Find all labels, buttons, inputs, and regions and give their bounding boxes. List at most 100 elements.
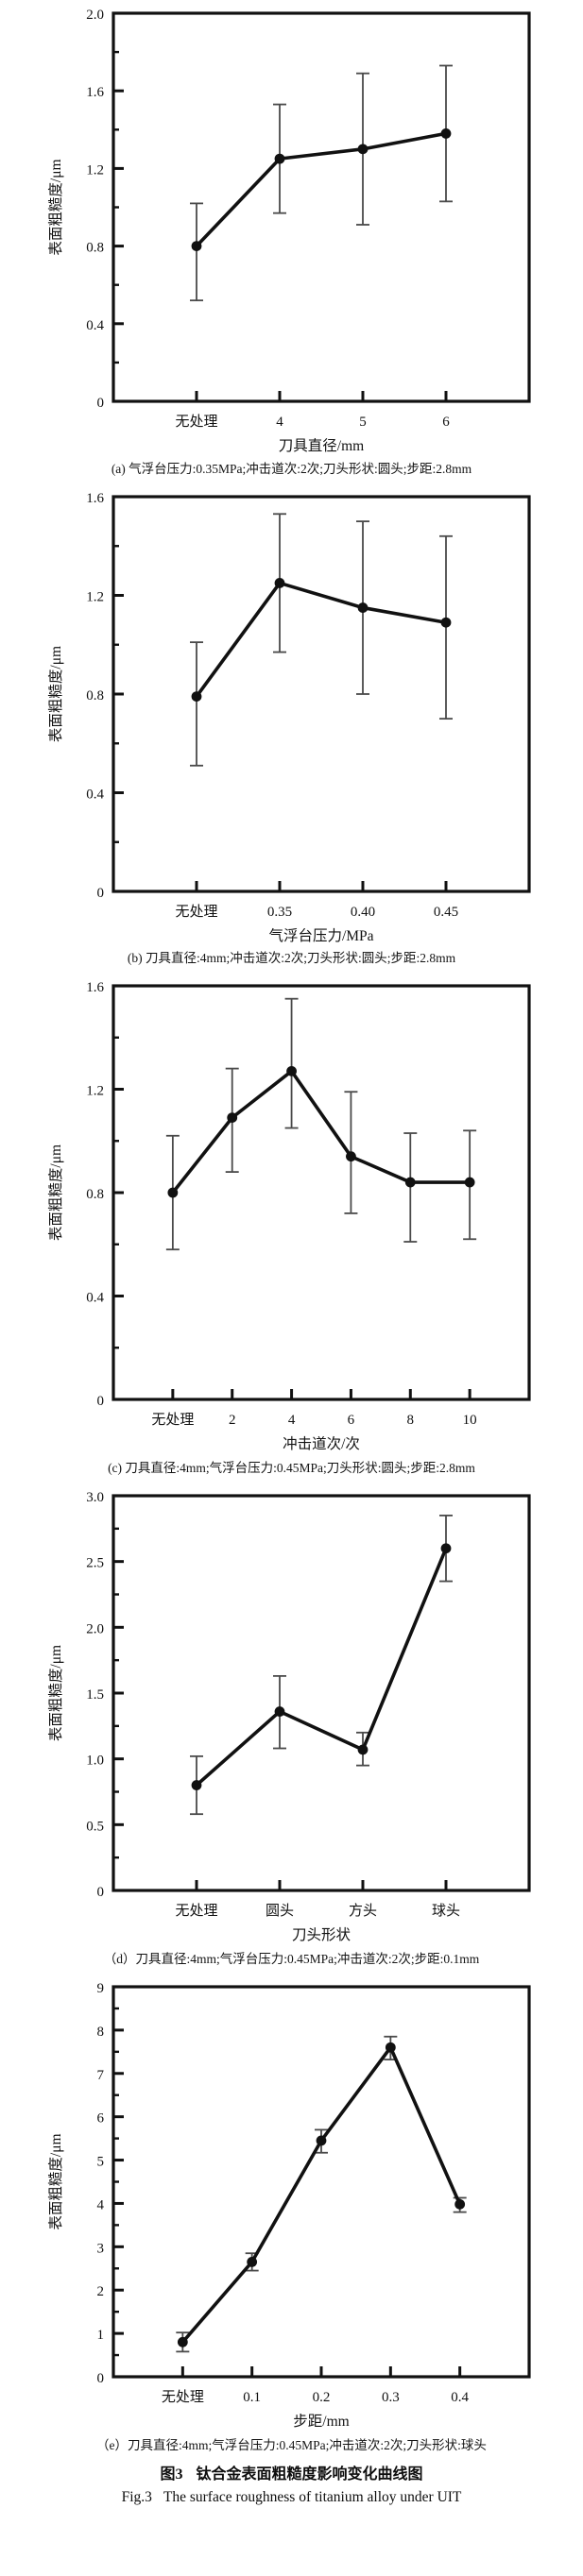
data-point [227,1111,238,1123]
y-axis-title: 表面粗糙度/μm [47,646,64,742]
chart-panel-b: 0 0.4 0.8 1.2 1.6 无处理 0.35 0.40 0.45 气浮台压力/MPa 表面粗… [0,483,583,949]
chart-b-svg: 0 0.4 0.8 1.2 1.6 无处理 0.35 0.40 0.45 气浮台压力/MPa 表面粗… [47,491,531,944]
data-point [357,1744,369,1754]
y-tick-label: 2.5 [86,1555,104,1570]
data-line [180,2044,462,2344]
data-point [177,2336,188,2347]
y-tick-label: 0.8 [86,241,104,256]
x-tick-label: 0.3 [382,2390,400,2405]
y-tick-label: 1.6 [86,85,104,100]
y-tick-label: 0.5 [86,1819,104,1834]
y-tick-label: 0 [97,396,105,411]
x-tick-label: 5 [359,415,367,430]
x-axis-title: 刀头形状 [292,1926,352,1943]
y-tick-label: 3 [97,2241,105,2256]
chart-caption-e: （e）刀具直径:4mm;气浮台压力:0.45MPa;冲击道次:2次;刀头形状:球… [96,2437,487,2452]
chart-e-svg: 0 1 2 3 4 5 6 7 8 9 无处理 0.1 0.2 0.3 0.4 步距/mm 表面粗糙度/μm [47,1981,531,2430]
y-tick-label: 0 [97,2371,105,2386]
x-tick-label: 10 [463,1413,477,1428]
y-tick-label: 0 [97,886,105,901]
x-tick-label: 8 [407,1413,415,1428]
y-axis-title: 表面粗糙度/μm [47,159,64,255]
y-tick-label: 1.2 [86,162,104,178]
x-tick-label: 0.40 [351,905,375,920]
x-axis-title: 气浮台压力/MPa [268,927,373,944]
plot-frame [111,1984,531,2379]
data-point [464,1177,475,1188]
y-axis-title: 表面粗糙度/μm [47,2133,64,2229]
data-point [274,153,285,164]
x-axis-title: 刀具直径/mm [279,437,364,454]
y-tick-label: 1.2 [86,589,104,604]
y-tick-label: 1 [97,2328,105,2343]
figure-number-en: Fig.3 [121,2489,152,2506]
x-tick-label: 4 [288,1413,296,1428]
chart-caption-a: (a) 气浮台压力:0.35MPa;冲击道次:2次;刀头形状:圆头;步距:2.8… [111,462,472,476]
y-tick-label: 1.0 [86,1753,104,1768]
x-tick-label: 圆头 [266,1903,294,1919]
y-tick-label: 9 [97,1981,105,1996]
y-tick-label: 0.8 [86,688,104,703]
y-tick-label: 0.4 [86,787,104,802]
y-tick-label: 0.4 [86,1290,104,1305]
y-tick-label: 2 [97,2284,105,2299]
data-point [385,2042,396,2053]
x-tick-label: 无处理 [162,2389,204,2405]
x-tick-label: 2 [229,1413,236,1428]
x-tick-label: 无处理 [175,414,217,430]
x-tick-label: 0.2 [313,2390,331,2405]
x-tick-label: 6 [442,415,450,430]
x-tick-label: 无处理 [175,1903,217,1919]
x-axis-title: 冲击道次/次 [283,1435,360,1452]
y-tick-label: 6 [97,2110,105,2126]
x-tick-label: 0.35 [267,905,292,920]
data-point [316,2135,327,2145]
y-tick-label: 1.5 [86,1687,104,1703]
x-tick-label: 方头 [349,1903,377,1919]
y-tick-label: 3.0 [86,1490,104,1505]
x-tick-label: 6 [348,1413,355,1428]
data-point [346,1151,356,1161]
chart-caption-d: （d）刀具直径:4mm;气浮台压力:0.45MPa;冲击道次:2次;步距:0.1… [103,1951,480,1966]
figure-title-cn: 图3 钛合金表面粗糙度影响变化曲线图 [0,2461,583,2483]
x-tick-label: 0.1 [243,2390,261,2405]
y-tick-label: 0.4 [86,318,104,333]
data-line [195,581,448,699]
y-tick-label: 8 [97,2024,105,2039]
data-point [274,1705,285,1717]
data-point [167,1187,179,1198]
chart-caption-b: (b) 刀具直径:4mm;冲击道次:2次;刀头形状:圆头;步距:2.8mm [127,950,456,965]
data-point [454,2198,466,2210]
data-point [440,128,452,139]
data-point [191,241,202,251]
data-line [195,131,448,248]
x-tick-label: 球头 [432,1903,460,1919]
data-point [286,1065,297,1076]
chart-caption-c: (c) 刀具直径:4mm;气浮台压力:0.45MPa;刀头形状:圆头;步距:2.… [108,1460,475,1475]
x-tick-label: 0.45 [434,905,458,920]
figure-number-cn: 图3 [160,2466,183,2483]
figure-title-en: Fig.3 The surface roughness of titanium a… [0,2489,583,2506]
chart-panel-e: 0 1 2 3 4 5 6 7 8 9 无处理 0.1 0.2 0.3 0.4 步距/mm 表面粗糙度/μm [0,1974,583,2436]
data-point [191,691,202,702]
chart-panel-d: 0 0.5 1.0 1.5 2.0 2.5 3.0 无处理 圆头 方头 球头 刀头形状 表面粗糙度/μm [0,1483,583,1950]
y-tick-label: 2.0 [86,8,104,23]
x-tick-label: 0.4 [451,2390,469,2405]
chart-a-svg: 0 0.4 0.8 1.2 1.6 2.0 无处理 4 5 6 刀具直径/mm 表面粗糙度/μm [47,8,531,454]
data-point [404,1177,416,1188]
y-tick-label: 5 [97,2154,105,2169]
y-tick-label: 7 [97,2067,105,2082]
chart-c-svg: 0 0.4 0.8 1.2 1.6 无处理 2 4 6 8 10 冲击道次/次 表面粗糙度/μm [47,980,531,1452]
y-axis-title: 表面粗糙度/μm [47,1645,64,1741]
y-tick-label: 1.6 [86,980,104,995]
data-point [357,144,369,155]
y-axis-title: 表面粗糙度/μm [47,1144,64,1241]
data-line [171,1069,472,1195]
figure-title-en-text: The surface roughness of titanium alloy … [163,2489,462,2506]
y-tick-label: 1.6 [86,491,104,506]
data-line [195,1546,448,1787]
data-point [247,2256,258,2267]
x-tick-label: 4 [276,415,283,430]
y-tick-label: 1.2 [86,1083,104,1098]
